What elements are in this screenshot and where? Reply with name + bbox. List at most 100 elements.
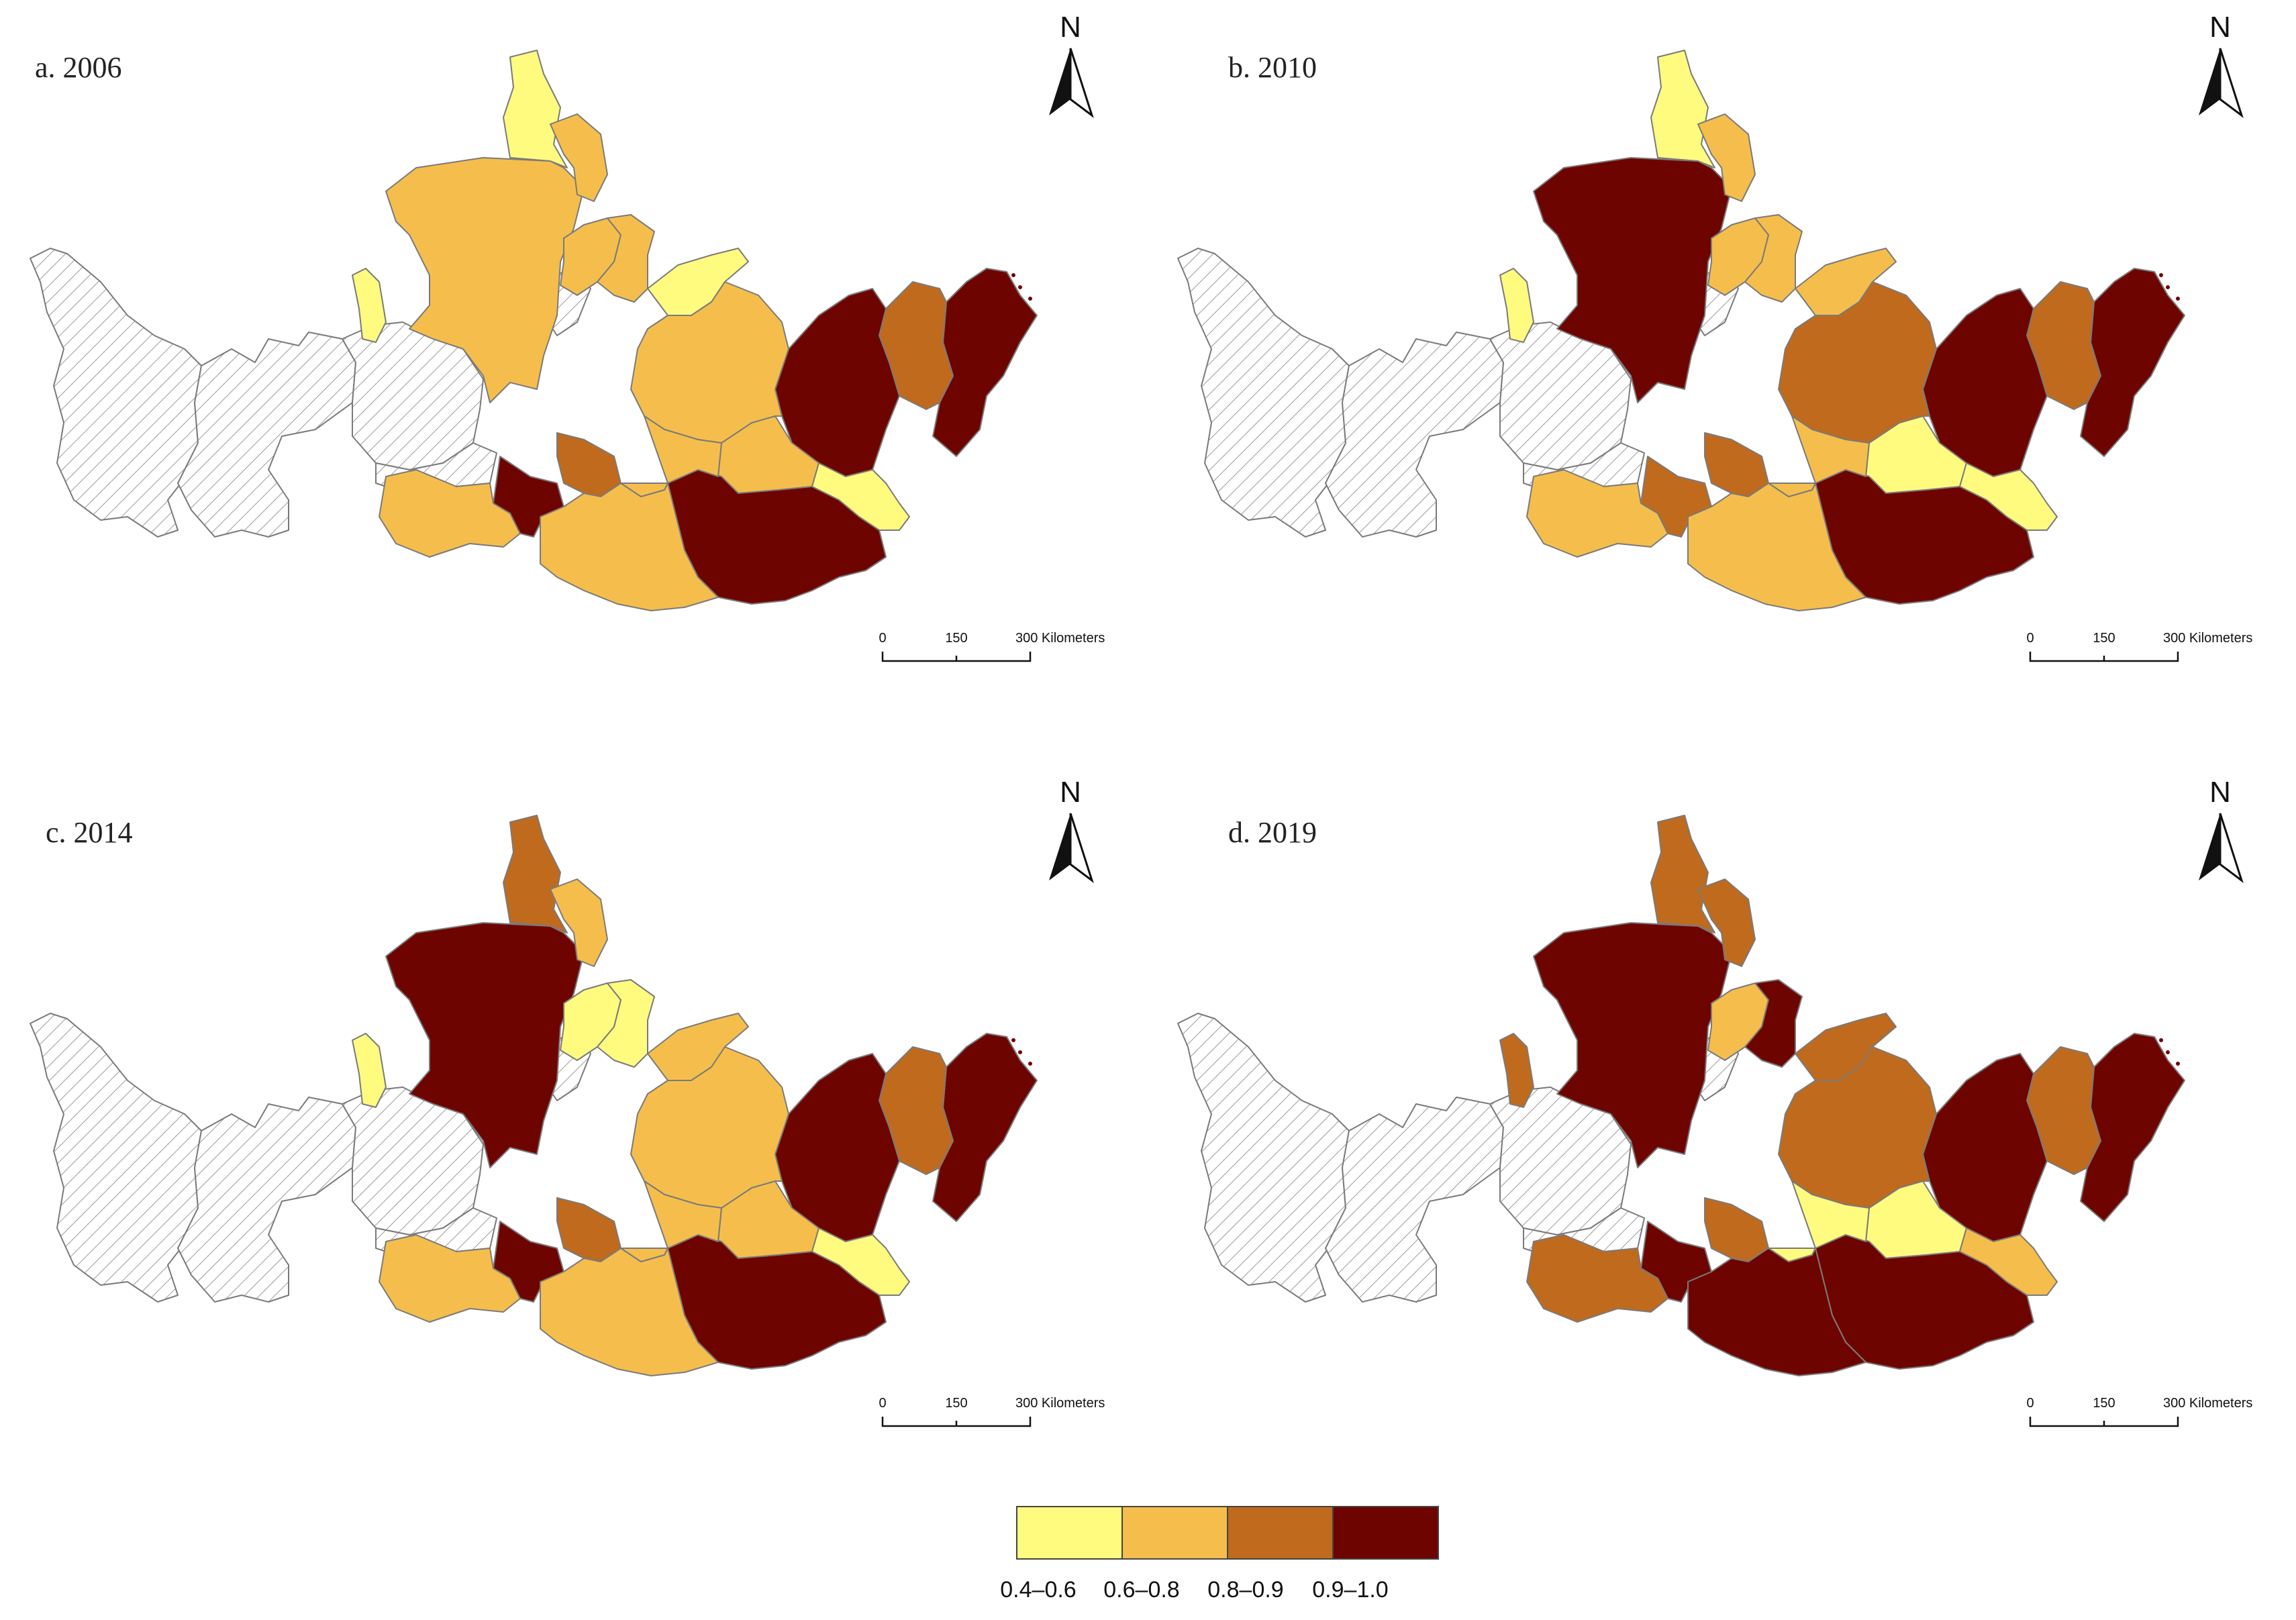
region-n (1778, 281, 1937, 444)
island-marker (2166, 1050, 2170, 1054)
island-marker (2159, 273, 2163, 277)
region-n (630, 281, 789, 444)
scale-tick-label: 0 (879, 631, 886, 646)
map-panel-a: a. 2006 N 0 150 300 Kilometers (30, 11, 1105, 662)
region-d (352, 1033, 387, 1108)
north-arrow-light-half (1069, 813, 1094, 884)
north-label: N (1060, 11, 1081, 44)
legend-swatch-class-2 (1121, 1506, 1228, 1560)
island-marker (2176, 297, 2180, 301)
scale-tick-label: 0 (2026, 1396, 2034, 1411)
map-panel-d: d. 2019 N 0 150 300 Kilometers (1177, 776, 2252, 1427)
north-arrow-dark-half (1049, 48, 1070, 115)
scale-tick-label: 150 (2093, 1396, 2115, 1411)
panel-title: a. 2006 (35, 51, 122, 84)
region-n (630, 1046, 789, 1209)
region-r (597, 979, 655, 1068)
map-regions (30, 815, 1038, 1376)
legend-label-class-1: 0.4–0.6 (1000, 1577, 1076, 1603)
region-b (503, 815, 568, 933)
scale-tick-label: 150 (2093, 631, 2115, 646)
region-f (1640, 456, 1712, 538)
region-j (1922, 288, 2048, 477)
region-j (775, 288, 900, 477)
north-arrow-dark-half (2199, 48, 2220, 115)
legend-label-class-2: 0.6–0.8 (1103, 1577, 1179, 1603)
region-c (1697, 113, 1756, 202)
region-d (1499, 268, 1534, 343)
region-b (503, 50, 568, 168)
north-arrow-icon: N (1049, 776, 1094, 884)
region-p (1687, 483, 1866, 611)
island-marker (1011, 1038, 1015, 1042)
scale-bar-line (881, 652, 1032, 662)
region-p (1687, 1248, 1866, 1376)
region-g (1526, 1234, 1668, 1323)
region-f (1640, 1221, 1712, 1303)
north-arrow-light-half (2219, 48, 2244, 119)
region-j (1922, 1053, 2048, 1242)
region-b (1650, 815, 1715, 933)
region-s (620, 1180, 722, 1262)
island-marker (1018, 285, 1022, 289)
north-label: N (1060, 776, 1081, 809)
panel-title: b. 2010 (1228, 51, 1317, 84)
scale-tick-label: 300 Kilometers (1015, 631, 1105, 646)
region-f (493, 1221, 564, 1303)
no-data-region (1325, 1097, 1504, 1303)
no-data-region (1325, 332, 1504, 538)
region-d (1499, 1033, 1534, 1108)
island-marker (1011, 273, 1015, 277)
region-q (1959, 462, 2058, 531)
panel-title: d. 2019 (1228, 816, 1317, 849)
scale-bar: 0 150 300 Kilometers (2026, 631, 2252, 662)
scale-bar: 0 150 300 Kilometers (879, 631, 1105, 662)
scale-tick-label: 300 Kilometers (2163, 1396, 2252, 1411)
map-panel-b: b. 2010 N 0 150 300 Kilometers (1177, 11, 2252, 662)
region-r (1744, 214, 1803, 303)
panel-title: c. 2014 (46, 816, 133, 849)
region-r (1744, 979, 1803, 1068)
north-label: N (2209, 776, 2231, 809)
scale-bar-line (881, 1417, 1032, 1427)
scale-tick-label: 300 Kilometers (1015, 1396, 1105, 1411)
scale-tick-label: 150 (945, 631, 967, 646)
scale-tick-label: 0 (879, 1396, 886, 1411)
island-marker (2166, 285, 2170, 289)
scale-tick-label: 0 (2026, 631, 2034, 646)
scale-bar-line (2029, 652, 2179, 662)
no-data-region (1177, 248, 1350, 538)
island-marker (2176, 1062, 2180, 1066)
map-panel-c: c. 2014 N 0 150 300 Kilometers (30, 776, 1105, 1427)
scale-bar-line (2029, 1417, 2179, 1427)
north-arrow-dark-half (1049, 813, 1070, 880)
legend-label-class-3: 0.8–0.9 (1207, 1577, 1283, 1603)
island-marker (2159, 1038, 2163, 1042)
no-data-region (30, 248, 202, 538)
region-c (550, 878, 608, 967)
legend: 0.4–0.6 0.6–0.8 0.8–0.9 0.9–1.0 (1000, 1506, 1439, 1603)
region-g (1526, 469, 1668, 558)
island-marker (1018, 1050, 1022, 1054)
region-e (1704, 1197, 1769, 1262)
region-c (1697, 878, 1756, 967)
map-regions (1177, 50, 2185, 611)
legend-label-class-4: 0.9–1.0 (1312, 1577, 1388, 1603)
region-p (540, 1248, 719, 1376)
region-e (556, 1197, 621, 1262)
no-data-region (177, 1097, 356, 1303)
region-n (1778, 1046, 1937, 1209)
scale-tick-label: 300 Kilometers (2163, 631, 2252, 646)
region-c (550, 113, 608, 202)
legend-swatch-class-3 (1227, 1506, 1334, 1560)
region-q (811, 1227, 910, 1296)
region-s (1768, 1180, 1870, 1262)
region-f (493, 456, 564, 538)
map-regions (1177, 815, 2185, 1376)
region-g (379, 1234, 521, 1323)
region-s (620, 415, 722, 497)
north-arrow-light-half (1069, 48, 1094, 119)
legend-swatch-class-4 (1332, 1506, 1439, 1560)
north-arrow-icon: N (2199, 11, 2244, 119)
